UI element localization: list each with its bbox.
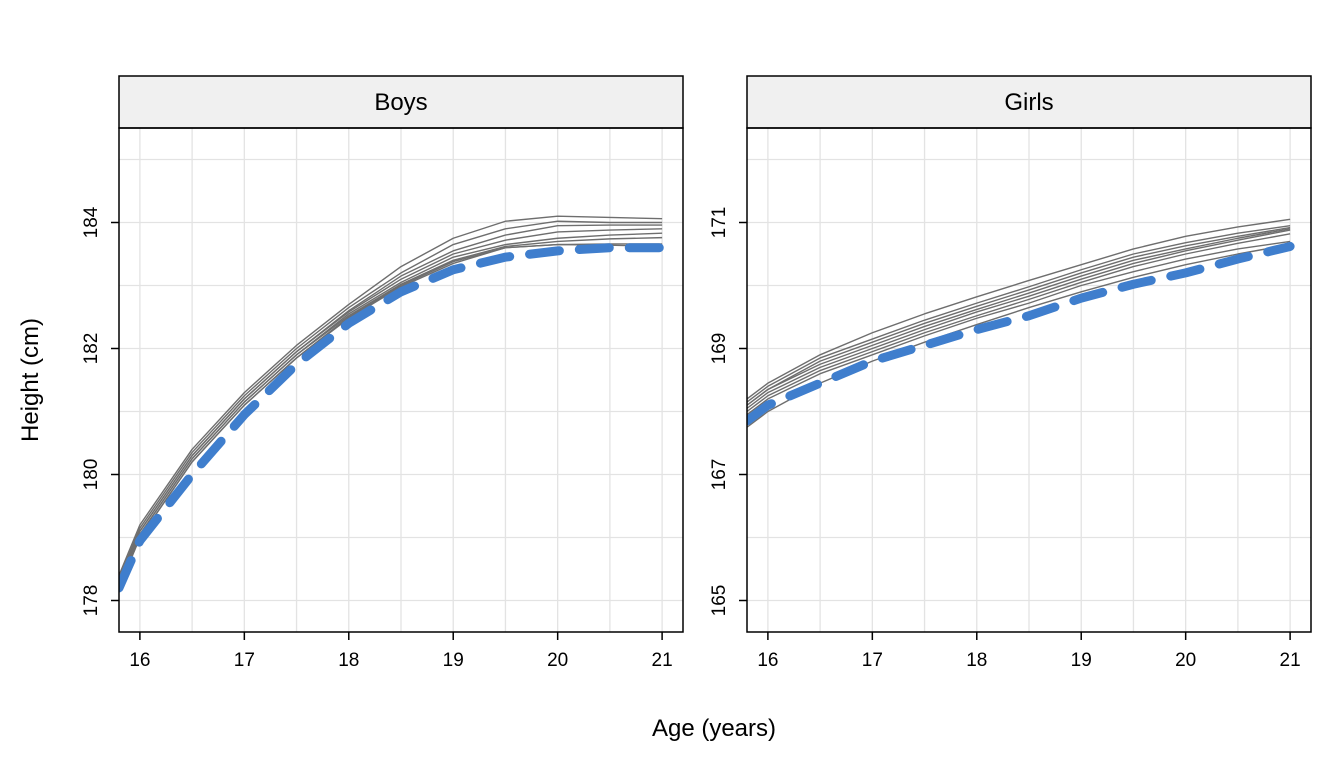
- grid-lines: [747, 128, 1311, 632]
- x-tick-label: 16: [757, 650, 778, 671]
- imputed-curve: [747, 226, 1291, 406]
- reference-curve: [747, 241, 1295, 426]
- strip-label: Boys: [374, 89, 427, 116]
- imputed-curve: [119, 224, 663, 582]
- x-tick-label: 17: [234, 650, 255, 671]
- x-tick-label: 17: [862, 650, 883, 671]
- imputed-curve: [747, 224, 1291, 403]
- x-tick-label: 16: [129, 650, 150, 671]
- imputed-curve: [119, 228, 663, 582]
- series-group: [119, 215, 667, 593]
- imputed-curve: [119, 236, 663, 586]
- panel-border: [118, 127, 684, 633]
- y-tick-label: 167: [709, 459, 730, 491]
- imputed-curve: [119, 215, 663, 576]
- x-tick-label: 19: [1071, 650, 1092, 671]
- y-tick-label: 180: [81, 459, 102, 491]
- x-axis-title: Age (years): [652, 715, 776, 742]
- x-tick-label: 18: [338, 650, 359, 671]
- reference-curve: [119, 243, 667, 593]
- imputed-curve: [747, 233, 1291, 413]
- y-tick-label: 171: [709, 207, 730, 239]
- series-group: [747, 218, 1295, 428]
- imputed-curve: [747, 218, 1291, 400]
- y-axis-title: Height (cm): [17, 318, 44, 442]
- panel-girls: Girls 16 17 18 19 20 21 165 167 169 171: [709, 75, 1312, 671]
- x-tick-label: 20: [547, 650, 568, 671]
- imputed-curve: [747, 240, 1291, 416]
- strip-label: Girls: [1004, 89, 1053, 116]
- x-tick-label: 19: [443, 650, 464, 671]
- strip-background: [746, 75, 1312, 129]
- x-tick-label: 20: [1175, 650, 1196, 671]
- imputed-curve: [119, 220, 663, 579]
- x-tick-label: 18: [966, 650, 987, 671]
- y-tick-label: 169: [709, 333, 730, 365]
- imputed-curve: [747, 228, 1291, 406]
- panel-boys: Boys 16 17 18 19 20 21 178 180 182 184: [81, 75, 684, 671]
- imputed-curve: [747, 229, 1291, 409]
- strip-background: [118, 75, 684, 129]
- y-tick-label: 184: [81, 206, 102, 238]
- x-tick-label: 21: [652, 650, 673, 671]
- panel-border: [746, 127, 1312, 633]
- grid-lines: [119, 128, 683, 632]
- y-tick-label: 178: [81, 585, 102, 617]
- y-tick-label: 182: [81, 333, 102, 365]
- imputed-curve: [119, 243, 663, 589]
- imputed-curve: [747, 243, 1291, 428]
- y-tick-label: 165: [709, 585, 730, 617]
- x-tick-label: 21: [1280, 650, 1301, 671]
